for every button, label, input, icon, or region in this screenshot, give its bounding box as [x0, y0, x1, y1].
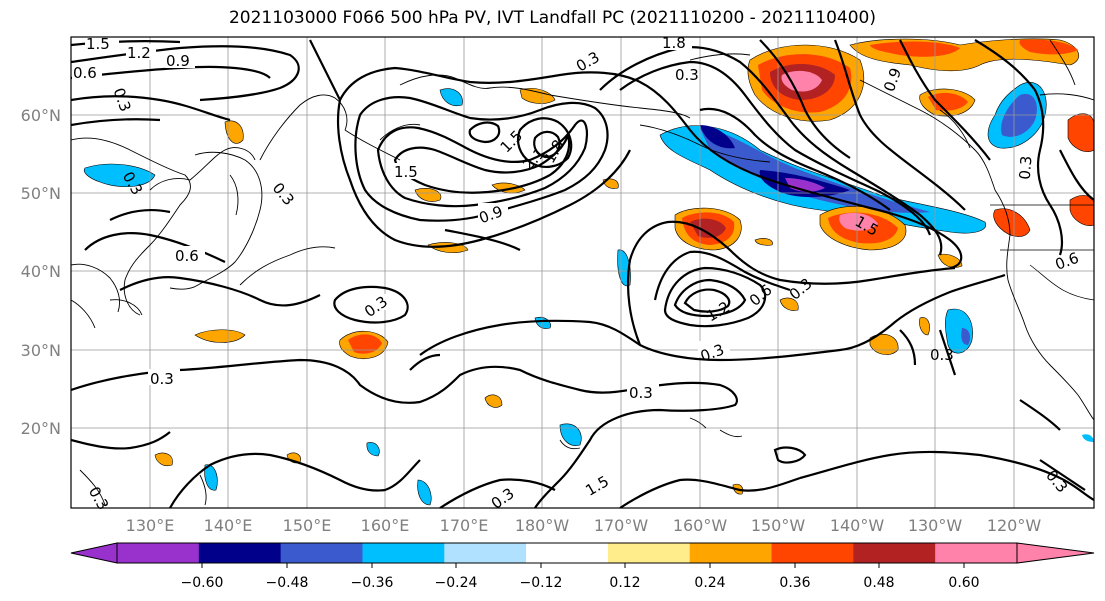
colorbar-tick-label: −0.60 — [181, 575, 224, 591]
lat-labels: 60°N 50°N 40°N 30°N 20°N — [21, 106, 61, 438]
lon-label: 150°W — [751, 516, 806, 535]
colorbar-tick-label: −0.24 — [435, 575, 478, 591]
colorbar-tick-label: −0.12 — [520, 575, 563, 591]
lon-label: 160°W — [673, 516, 728, 535]
colorbar-segment — [689, 543, 773, 563]
colorbar-extend-low — [70, 542, 118, 564]
map-frame — [70, 36, 1095, 509]
colorbar-segment — [853, 543, 936, 563]
gridlines — [71, 37, 1094, 508]
colorbar-segment — [444, 543, 527, 563]
lat-label: 30°N — [21, 341, 61, 360]
colorbar-tick-label: 0.12 — [609, 575, 640, 591]
lon-label: 140°W — [830, 516, 885, 535]
map-title: 2021103000 F066 500 hPa PV, IVT Landfall… — [228, 8, 876, 28]
lon-label: 160°E — [361, 516, 410, 535]
colorbar-frame — [116, 542, 1018, 564]
colorbar-tick-label: 0.60 — [948, 575, 979, 591]
colorbar-tick-labels: −0.60 −0.48 −0.36 −0.24 −0.12 0.12 0.24 … — [181, 575, 980, 591]
lon-label: 170°E — [440, 516, 489, 535]
colorbar-segment — [117, 543, 200, 563]
lat-label: 50°N — [21, 184, 61, 203]
colorbar-segment — [198, 543, 282, 563]
lon-label: 130°W — [908, 516, 963, 535]
contour-label: 0.3 — [675, 66, 699, 84]
lon-label: 170°W — [594, 516, 649, 535]
contour-label: 1.5 — [394, 163, 418, 181]
colorbar-extend-high — [1016, 542, 1095, 564]
colorbar-tick-label: −0.36 — [351, 575, 394, 591]
contour-label: 1.8 — [662, 34, 686, 52]
lat-label: 60°N — [21, 106, 61, 125]
colorbar-segments — [70, 542, 1095, 564]
colorbar-segment — [607, 543, 691, 563]
contour-label: 1.5 — [86, 35, 110, 53]
lat-label: 20°N — [21, 419, 61, 438]
colorbar-segment — [771, 543, 854, 563]
lon-label: 150°E — [283, 516, 332, 535]
colorbar-segment — [526, 543, 609, 563]
pv-contours — [71, 39, 1094, 508]
lon-label: 140°E — [204, 516, 253, 535]
colorbar-tick-label: 0.36 — [779, 575, 810, 591]
lon-label: 120°W — [987, 516, 1042, 535]
colorbar-tick-label: 0.24 — [694, 575, 725, 591]
contour-label: 0.3 — [150, 370, 174, 388]
lon-labels: 130°E 140°E 150°E 160°E 170°E 180°W 170°… — [126, 516, 1042, 535]
contour-label: 0.3 — [629, 384, 653, 402]
lon-label: 180°W — [515, 516, 570, 535]
colorbar-segment — [362, 543, 445, 563]
colorbar-segment — [280, 543, 363, 563]
contour-label: 0.9 — [166, 52, 190, 70]
lon-label: 130°E — [126, 516, 175, 535]
contour-label: 0.3 — [1016, 155, 1036, 180]
colorbar-ticks — [201, 563, 965, 568]
contour-label: 1.2 — [127, 44, 151, 62]
contour-label: 0.6 — [175, 247, 199, 265]
colorbar-tick-label: 0.48 — [863, 575, 894, 591]
colorbar-segment — [935, 543, 1018, 563]
lat-label: 40°N — [21, 262, 61, 281]
colorbar-tick-label: −0.48 — [266, 575, 309, 591]
contour-label: 0.3 — [930, 346, 954, 364]
contour-label: 0.6 — [73, 64, 97, 82]
